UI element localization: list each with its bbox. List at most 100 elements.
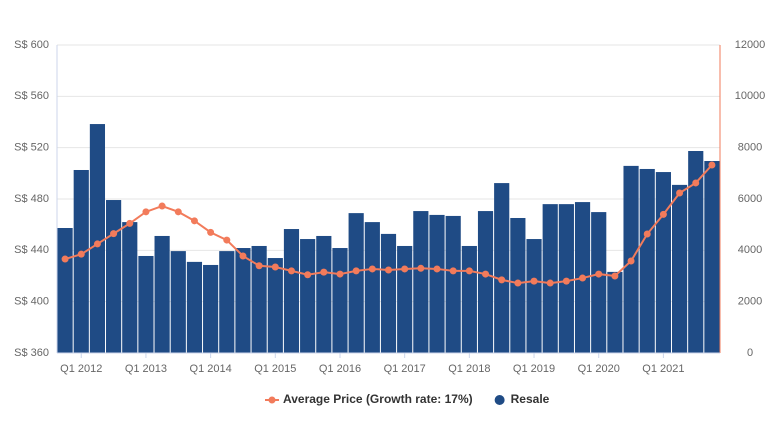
- point: [627, 257, 635, 265]
- bar: [219, 251, 235, 353]
- bar: [445, 215, 461, 353]
- bar: [203, 264, 219, 353]
- bar: [283, 229, 300, 353]
- legend-swatch: [268, 396, 276, 404]
- point: [336, 270, 344, 278]
- bar: [397, 245, 413, 353]
- point: [417, 264, 425, 272]
- legend-swatch: [494, 395, 505, 405]
- bar: [461, 245, 477, 353]
- bar: [138, 255, 154, 353]
- bar: [89, 124, 106, 353]
- bar: [380, 233, 397, 353]
- point: [708, 161, 716, 169]
- point: [61, 255, 69, 263]
- point: [449, 267, 457, 275]
- bar: [671, 184, 688, 353]
- bar: [413, 211, 429, 353]
- y2-tick-label: 8000: [738, 142, 762, 154]
- bar: [477, 211, 494, 353]
- point: [611, 272, 619, 280]
- point: [320, 268, 328, 276]
- legend-label[interactable]: Resale: [511, 392, 550, 406]
- point: [239, 252, 247, 260]
- x-tick-label: Q1 2014: [190, 363, 232, 375]
- bar: [57, 228, 73, 353]
- bar: [655, 172, 671, 353]
- point: [142, 208, 150, 216]
- x-tick-label: Q1 2020: [578, 363, 620, 375]
- bar: [106, 200, 122, 353]
- point: [223, 236, 231, 244]
- x-tick-label: Q1 2015: [254, 363, 296, 375]
- bar: [316, 235, 332, 353]
- point: [174, 208, 182, 216]
- bar: [639, 168, 655, 353]
- point: [158, 202, 166, 210]
- x-tick-label: Q1 2013: [125, 363, 167, 375]
- bar: [526, 239, 542, 353]
- point: [433, 265, 441, 273]
- x-tick-label: Q1 2017: [384, 363, 426, 375]
- point: [385, 266, 392, 274]
- x-tick-label: Q1 2016: [319, 363, 361, 375]
- point: [304, 271, 312, 279]
- point: [530, 277, 538, 285]
- point: [77, 250, 85, 258]
- y-tick-label: S$ 600: [14, 39, 49, 51]
- point: [271, 263, 279, 271]
- point: [190, 217, 198, 225]
- x-tick-label: Q1 2021: [642, 363, 684, 375]
- bar: [704, 161, 720, 353]
- y-tick-label: S$ 440: [14, 244, 49, 256]
- bar: [542, 204, 558, 353]
- y2-tick-label: 2000: [738, 296, 762, 308]
- point: [659, 210, 667, 218]
- legend-label[interactable]: Average Price (Growth rate: 17%): [283, 392, 473, 406]
- y2-tick-label: 10000: [735, 90, 766, 102]
- point: [546, 279, 554, 287]
- y-tick-label: S$ 480: [14, 193, 49, 205]
- y2-tick-label: 4000: [738, 244, 762, 256]
- bar: [332, 248, 348, 353]
- point: [692, 179, 700, 187]
- y2-tick-label: 0: [747, 347, 753, 359]
- y-tick-label: S$ 360: [14, 347, 49, 359]
- bar: [154, 235, 170, 353]
- bar: [235, 248, 251, 353]
- x-tick-label: Q1 2012: [60, 363, 102, 375]
- point: [643, 230, 651, 238]
- bar: [607, 271, 623, 353]
- x-tick-label: Q1 2018: [448, 363, 490, 375]
- point: [287, 267, 295, 275]
- point: [562, 277, 570, 285]
- bar: [267, 258, 283, 353]
- point: [126, 219, 134, 227]
- y-tick-label: S$ 520: [14, 142, 49, 154]
- bar: [73, 169, 89, 353]
- bar: [300, 239, 316, 353]
- y2-tick-label: 6000: [738, 193, 762, 205]
- point: [498, 276, 506, 284]
- point: [676, 189, 684, 197]
- point: [401, 265, 409, 273]
- bar: [122, 222, 138, 353]
- point: [93, 240, 101, 248]
- x-tick-label: Q1 2019: [513, 363, 555, 375]
- y-tick-label: S$ 400: [14, 296, 49, 308]
- point: [368, 265, 376, 273]
- bar: [348, 213, 364, 353]
- point: [579, 274, 587, 282]
- point: [352, 267, 360, 275]
- bar: [364, 222, 380, 353]
- bar: [688, 151, 704, 353]
- bar: [251, 245, 267, 353]
- point: [465, 267, 473, 275]
- point: [514, 279, 522, 287]
- point: [207, 228, 215, 236]
- y2-tick-label: 12000: [735, 39, 766, 51]
- point: [255, 262, 263, 270]
- bar: [591, 212, 607, 353]
- point: [595, 270, 603, 278]
